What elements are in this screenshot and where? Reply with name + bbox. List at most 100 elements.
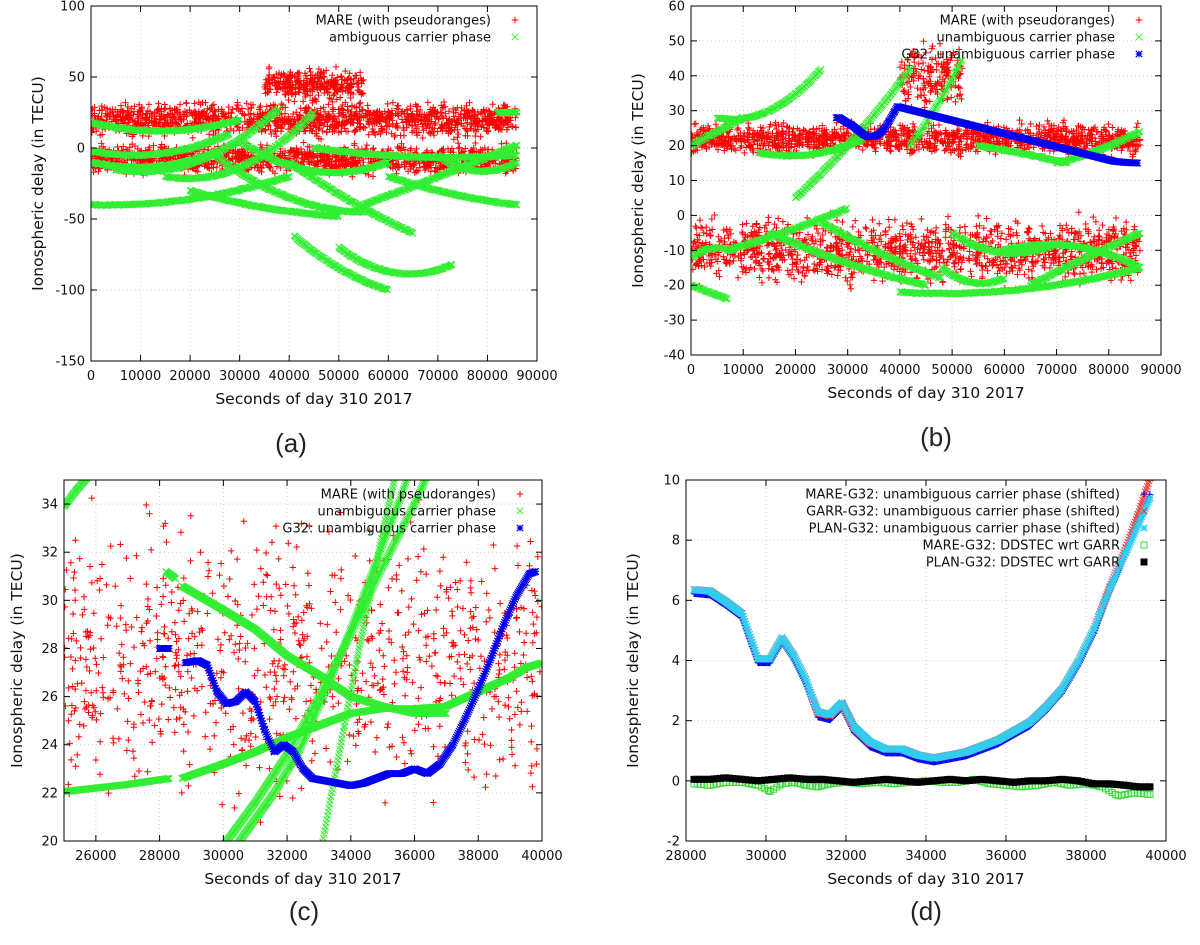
data-point bbox=[439, 147, 446, 154]
data-point bbox=[445, 108, 453, 115]
data-point bbox=[357, 99, 364, 106]
data-point bbox=[493, 118, 500, 125]
data-point bbox=[470, 126, 478, 134]
data-point bbox=[394, 124, 401, 132]
data-point bbox=[98, 131, 106, 138]
data-point bbox=[126, 109, 134, 116]
data-point bbox=[101, 104, 109, 111]
data-point bbox=[145, 117, 153, 124]
data-point bbox=[403, 107, 411, 114]
data-point bbox=[144, 114, 151, 121]
data-point bbox=[416, 106, 424, 114]
data-point bbox=[486, 121, 493, 129]
data-point bbox=[353, 80, 361, 88]
data-point bbox=[306, 65, 313, 72]
plot-area bbox=[91, 63, 521, 294]
data-point bbox=[95, 168, 102, 175]
data-point bbox=[446, 119, 454, 126]
data-point bbox=[285, 121, 293, 128]
data-point bbox=[191, 111, 199, 118]
data-point bbox=[271, 118, 278, 125]
data-point bbox=[372, 111, 380, 118]
data-point bbox=[311, 119, 318, 126]
data-point bbox=[407, 145, 415, 152]
data-point bbox=[183, 100, 190, 107]
data-point bbox=[244, 105, 252, 113]
data-point bbox=[312, 122, 319, 129]
data-point bbox=[307, 68, 314, 76]
data-point bbox=[189, 134, 197, 142]
data-point bbox=[388, 107, 396, 114]
data-point bbox=[428, 118, 435, 125]
data-point bbox=[257, 141, 264, 149]
data-point bbox=[339, 111, 346, 118]
data-point bbox=[91, 112, 98, 119]
data-point bbox=[158, 105, 165, 112]
data-point bbox=[332, 63, 340, 71]
data-point bbox=[320, 113, 327, 120]
data-point bbox=[414, 103, 422, 110]
data-point bbox=[202, 116, 210, 123]
data-point bbox=[155, 100, 162, 107]
data-point bbox=[180, 111, 187, 118]
data-point bbox=[157, 116, 164, 124]
data-point bbox=[437, 109, 444, 116]
data-point bbox=[399, 119, 407, 126]
data-point bbox=[257, 111, 264, 119]
data-point bbox=[426, 111, 433, 119]
data-point bbox=[334, 123, 342, 130]
data-point bbox=[191, 100, 198, 107]
data-point bbox=[176, 109, 183, 117]
data-point bbox=[374, 117, 382, 125]
data-point bbox=[389, 99, 397, 106]
data-point bbox=[364, 102, 371, 109]
data-point bbox=[481, 144, 488, 152]
data-point bbox=[150, 119, 157, 127]
data-point bbox=[340, 114, 348, 121]
data-point bbox=[464, 132, 471, 140]
data-point bbox=[229, 106, 236, 113]
data-point bbox=[383, 115, 390, 122]
data-point bbox=[387, 112, 394, 120]
data-point bbox=[197, 101, 204, 108]
data-point bbox=[205, 131, 213, 138]
data-point bbox=[455, 145, 462, 152]
data-point bbox=[474, 118, 481, 125]
data-point bbox=[134, 119, 141, 126]
data-point bbox=[277, 121, 284, 128]
data-point bbox=[362, 111, 369, 119]
data-point bbox=[353, 104, 360, 111]
data-point bbox=[247, 104, 255, 112]
data-point bbox=[469, 120, 477, 127]
data-point bbox=[314, 116, 322, 123]
data-point bbox=[489, 119, 496, 126]
data-point bbox=[411, 118, 418, 125]
data-point bbox=[271, 170, 279, 177]
data-point bbox=[166, 113, 174, 121]
data-point bbox=[398, 140, 405, 147]
data-point bbox=[363, 141, 371, 149]
data-point bbox=[299, 98, 307, 105]
data-point bbox=[289, 110, 297, 118]
data-point bbox=[427, 128, 435, 135]
data-point bbox=[404, 121, 412, 128]
data-point bbox=[479, 110, 487, 117]
data-point bbox=[268, 130, 275, 138]
data-point bbox=[91, 129, 96, 136]
data-point bbox=[467, 147, 475, 154]
data-point bbox=[359, 107, 366, 114]
data-point bbox=[339, 107, 347, 114]
data-point bbox=[453, 117, 461, 125]
data-point bbox=[130, 110, 137, 118]
data-point bbox=[198, 109, 205, 117]
data-point bbox=[172, 119, 180, 126]
data-point bbox=[458, 120, 465, 127]
data-point bbox=[131, 142, 139, 150]
data-point bbox=[404, 115, 411, 123]
data-point bbox=[302, 104, 310, 111]
data-point bbox=[247, 116, 254, 123]
data-point bbox=[273, 70, 280, 78]
data-point bbox=[319, 127, 326, 135]
data-point bbox=[122, 99, 129, 106]
data-point bbox=[272, 121, 280, 129]
